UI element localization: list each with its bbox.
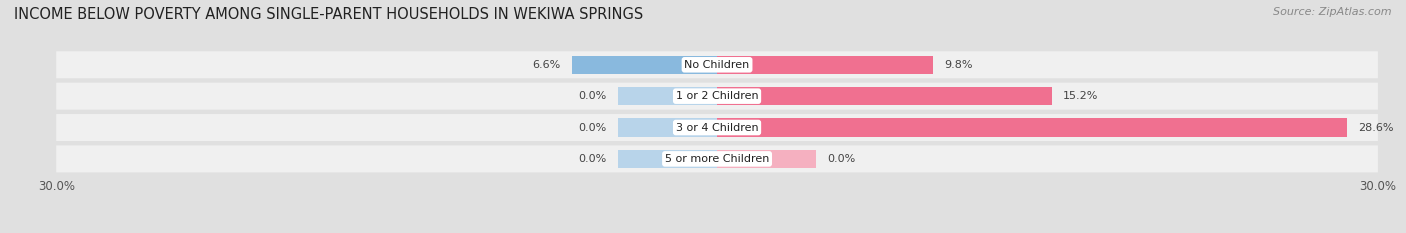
Text: 9.8%: 9.8% bbox=[943, 60, 973, 70]
FancyBboxPatch shape bbox=[56, 114, 1378, 141]
FancyBboxPatch shape bbox=[56, 51, 1378, 78]
Text: 3 or 4 Children: 3 or 4 Children bbox=[676, 123, 758, 133]
Text: 28.6%: 28.6% bbox=[1358, 123, 1393, 133]
Bar bbox=[717, 87, 1052, 105]
Bar bbox=[617, 87, 717, 105]
Bar bbox=[717, 118, 1347, 137]
Bar bbox=[617, 118, 717, 137]
Text: 15.2%: 15.2% bbox=[1063, 91, 1098, 101]
Text: INCOME BELOW POVERTY AMONG SINGLE-PARENT HOUSEHOLDS IN WEKIWA SPRINGS: INCOME BELOW POVERTY AMONG SINGLE-PARENT… bbox=[14, 7, 644, 22]
FancyBboxPatch shape bbox=[56, 145, 1378, 172]
Text: 6.6%: 6.6% bbox=[533, 60, 561, 70]
Text: 5 or more Children: 5 or more Children bbox=[665, 154, 769, 164]
Bar bbox=[617, 150, 717, 168]
Text: 0.0%: 0.0% bbox=[827, 154, 855, 164]
Text: 0.0%: 0.0% bbox=[579, 91, 607, 101]
Text: 0.0%: 0.0% bbox=[579, 154, 607, 164]
Text: Source: ZipAtlas.com: Source: ZipAtlas.com bbox=[1274, 7, 1392, 17]
Text: 0.0%: 0.0% bbox=[579, 123, 607, 133]
Text: No Children: No Children bbox=[685, 60, 749, 70]
Bar bbox=[717, 150, 815, 168]
Bar bbox=[572, 56, 717, 74]
FancyBboxPatch shape bbox=[56, 83, 1378, 110]
Bar bbox=[717, 56, 934, 74]
Text: 1 or 2 Children: 1 or 2 Children bbox=[676, 91, 758, 101]
